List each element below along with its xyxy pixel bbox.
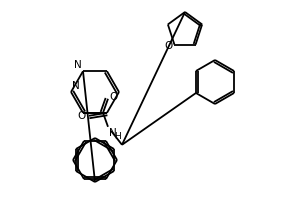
Text: N: N	[74, 60, 82, 70]
Text: H: H	[114, 132, 121, 141]
Text: O: O	[164, 41, 172, 51]
Text: O: O	[109, 92, 117, 102]
Text: N: N	[109, 128, 117, 138]
Text: O: O	[78, 111, 86, 121]
Text: N: N	[72, 81, 80, 91]
